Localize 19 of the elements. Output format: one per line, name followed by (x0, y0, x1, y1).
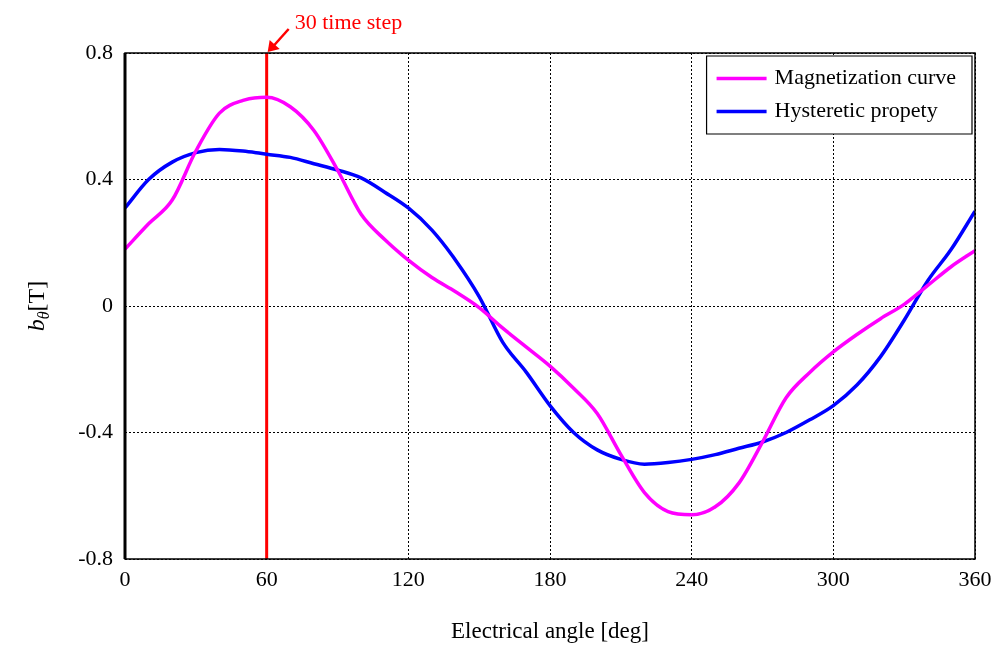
legend-label: Magnetization curve (774, 64, 957, 90)
y-tick-label: 0.8 (85, 38, 113, 64)
y-tick-label: 0 (102, 291, 113, 317)
line-series (125, 95, 975, 517)
legend-label: Hysteretic propety (774, 97, 938, 123)
x-tick-label: 240 (675, 565, 709, 591)
x-tick-label: 60 (255, 565, 278, 591)
x-tick-label: 0 (119, 565, 131, 591)
ref-line-label: 30 time step (294, 8, 403, 34)
x-tick-label: 180 (533, 565, 567, 591)
y-tick-label: -0.8 (78, 544, 113, 570)
y-tick-label: 0.4 (85, 165, 113, 191)
x-tick-label: 120 (391, 565, 425, 591)
y-axis-title: bθ[T] (23, 280, 53, 332)
x-axis-title: Electrical angle [deg] (451, 618, 649, 644)
line-series (125, 147, 975, 466)
x-tick-label: 300 (816, 565, 850, 591)
y-tick-label: -0.4 (78, 418, 113, 444)
x-tick-label: 360 (958, 565, 992, 591)
